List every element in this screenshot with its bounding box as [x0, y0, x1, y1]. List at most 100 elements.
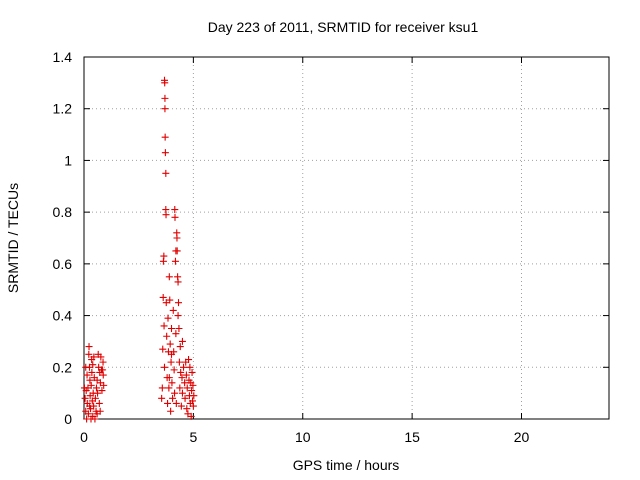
data-point [95, 399, 103, 407]
data-point [172, 399, 180, 407]
data-point [91, 394, 99, 402]
data-point [178, 389, 186, 397]
data-points [80, 76, 198, 423]
data-point [175, 299, 182, 307]
data-point [85, 343, 93, 351]
plot-frame [83, 56, 610, 420]
data-point [86, 402, 94, 410]
data-point [183, 384, 191, 392]
y-tick-label: 1.4 [53, 49, 73, 65]
y-tick-label: 0 [64, 411, 72, 427]
data-point [181, 394, 189, 402]
data-point [177, 368, 185, 376]
data-point [81, 394, 89, 402]
grid [84, 57, 609, 419]
data-point [93, 376, 101, 384]
data-point [189, 381, 197, 389]
data-point [168, 325, 175, 332]
y-tick-label: 0.4 [53, 308, 73, 324]
data-point [183, 405, 191, 413]
data-point [164, 399, 172, 407]
data-point [82, 363, 90, 371]
data-point [178, 337, 186, 345]
data-point [100, 381, 108, 389]
data-point [83, 371, 91, 379]
data-point [176, 343, 184, 351]
data-point [175, 325, 183, 332]
data-point [166, 340, 174, 348]
data-point [160, 252, 168, 260]
data-point [180, 363, 188, 371]
data-point [85, 350, 93, 358]
y-axis-label: SRMTID / TECUs [5, 183, 21, 293]
data-point [168, 379, 176, 387]
data-point [84, 410, 92, 418]
data-point [161, 133, 169, 141]
data-point [173, 234, 181, 242]
data-point [189, 397, 196, 405]
data-point [170, 366, 178, 374]
data-point [172, 330, 180, 338]
data-point [94, 389, 102, 397]
data-point [162, 169, 170, 177]
data-point [174, 278, 182, 286]
y-tick-label: 0.6 [53, 256, 73, 272]
data-point [190, 392, 198, 400]
data-point [87, 381, 95, 389]
data-point [171, 206, 179, 214]
data-point [181, 379, 189, 387]
x-tick-label: 5 [189, 429, 197, 445]
data-point [160, 322, 168, 330]
data-point [164, 314, 172, 322]
data-point [176, 384, 184, 392]
data-point [162, 211, 170, 219]
data-point [174, 312, 182, 320]
data-point [185, 356, 193, 364]
data-point [92, 384, 100, 392]
y-tick-label: 0.2 [53, 359, 73, 375]
data-point [165, 384, 173, 392]
data-point [188, 387, 196, 395]
data-point [171, 213, 179, 221]
data-point [163, 332, 171, 340]
data-point [99, 358, 107, 366]
data-point [161, 105, 169, 113]
data-point [177, 402, 185, 410]
chart-title: Day 223 of 2011, SRMTID for receiver ksu… [208, 19, 479, 35]
y-tick-label: 1.2 [53, 101, 73, 117]
data-point [161, 94, 169, 102]
data-point [169, 394, 177, 402]
data-point [159, 345, 167, 353]
data-point [91, 415, 99, 423]
x-axis-label: GPS time / hours [293, 457, 400, 473]
x-tick-label: 10 [295, 429, 311, 445]
data-point [172, 247, 180, 255]
data-point [99, 371, 107, 379]
y-tick-label: 0.8 [53, 204, 73, 220]
data-point [165, 273, 173, 281]
data-point [171, 257, 179, 265]
data-point [96, 407, 104, 415]
x-tick-label: 20 [514, 429, 530, 445]
data-point [86, 376, 94, 384]
data-point [97, 353, 105, 361]
data-point [98, 387, 106, 395]
data-point [167, 407, 175, 415]
data-point [189, 402, 197, 410]
data-point [169, 306, 177, 314]
data-point [187, 412, 195, 420]
data-point [165, 374, 173, 382]
data-point [182, 371, 190, 379]
y-tick-label: 1 [64, 152, 72, 168]
data-point [88, 368, 96, 376]
data-point [159, 293, 167, 301]
data-point [161, 149, 169, 157]
data-point [161, 363, 168, 371]
data-point [168, 350, 175, 358]
x-tick-label: 0 [80, 429, 88, 445]
data-point [186, 363, 194, 371]
data-point [158, 384, 166, 392]
data-point [161, 79, 169, 87]
data-point [89, 361, 97, 369]
